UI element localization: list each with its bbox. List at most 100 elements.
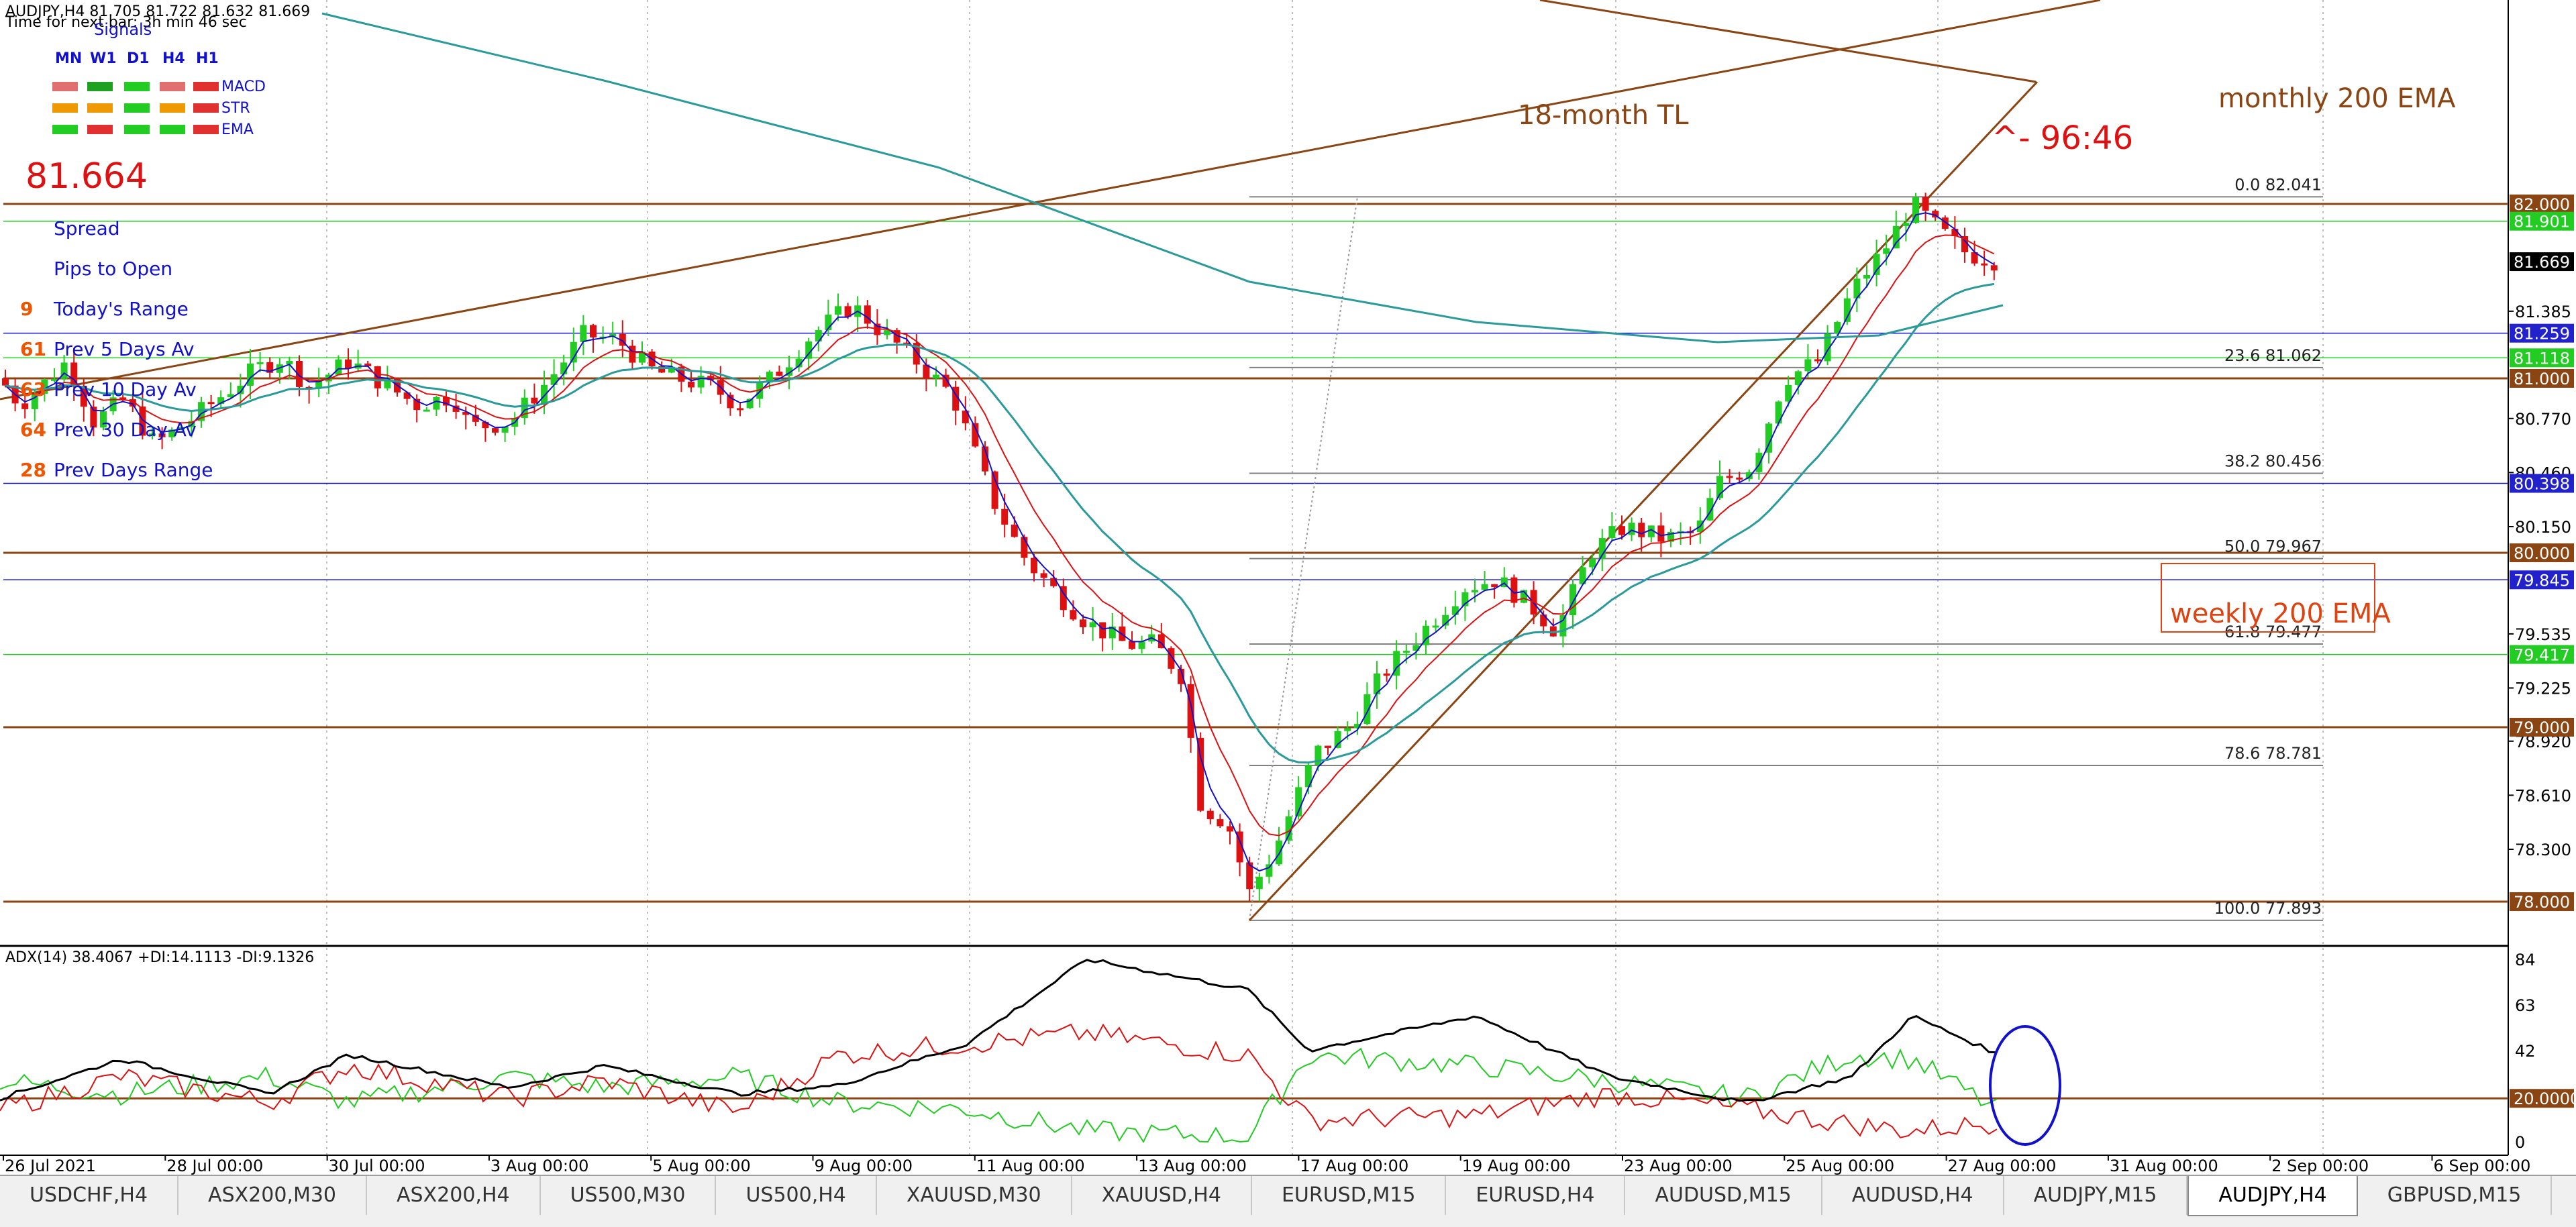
candle-body — [31, 393, 38, 409]
candle-body — [1510, 577, 1518, 603]
price-marker — [2510, 348, 2574, 368]
candle-body — [1089, 622, 1096, 627]
candle-body — [982, 446, 988, 472]
candle-body — [1863, 274, 1870, 279]
candle-body — [1060, 586, 1067, 610]
grid — [0, 0, 2509, 1156]
symbol-tab[interactable]: GBPUSD,M15 — [2358, 1176, 2553, 1215]
candle-body — [991, 471, 998, 509]
time-tick-label: 25 Aug 00:00 — [1786, 1157, 1894, 1175]
symbol-tab[interactable]: AUDJPY,M15 — [2004, 1176, 2188, 1215]
candle-body — [580, 325, 587, 342]
ema-fast-line — [5, 212, 1995, 872]
candle-body — [1412, 645, 1420, 651]
candle-body — [217, 397, 225, 405]
symbol-tab[interactable]: AUDJPY,H4 — [2187, 1176, 2358, 1216]
candle-body — [1824, 333, 1831, 362]
price-marker-label: 79.000 — [2514, 718, 2570, 737]
candle-body — [1559, 615, 1567, 637]
signal-cell — [124, 125, 150, 134]
trendlines[interactable] — [0, 0, 2101, 922]
symbol-tab[interactable]: XAUUSD,H4 — [1072, 1176, 1252, 1215]
candle-body — [864, 305, 871, 324]
candle-body — [149, 433, 156, 436]
candle-body — [1442, 615, 1449, 626]
price-marker — [2510, 195, 2574, 213]
candle-body — [1236, 831, 1243, 863]
candle-body — [1040, 573, 1047, 578]
price-marker — [2510, 645, 2574, 664]
symbol-tab[interactable]: ASX200,M30 — [178, 1176, 368, 1215]
symbol-tab[interactable]: ASX200,H4 — [367, 1176, 541, 1215]
price-tick-label: 79.225 — [2515, 680, 2571, 698]
candle-body — [1628, 523, 1635, 535]
adx-tick-label: 84 — [2515, 951, 2536, 969]
stat-label: Prev 10 Day Av — [54, 378, 197, 401]
trendline-18-month[interactable] — [0, 0, 2101, 401]
price-marker — [2510, 252, 2574, 272]
candle-body — [51, 378, 58, 381]
symbol-tab[interactable]: XAUUSD,M30 — [877, 1176, 1072, 1215]
candle-body — [1187, 684, 1194, 738]
symbol-tab[interactable]: US500,H4 — [716, 1176, 877, 1215]
price-chart[interactable]: 0.0 82.041 23.6 81.062 38.2 80.456 50.0 79.… — [0, 0, 2576, 1175]
candle-body — [697, 376, 705, 388]
weekly-ema-box[interactable] — [2161, 563, 2375, 633]
stat-label: Today's Range — [53, 298, 189, 320]
stat-label: Spread — [54, 217, 120, 239]
candle-body — [1472, 590, 1478, 592]
signal-cell — [52, 125, 78, 134]
candle-body — [139, 406, 146, 436]
candle-body — [1990, 265, 1998, 271]
symbol-tab[interactable]: GBPUSD,H4 — [2552, 1176, 2576, 1215]
fibonacci-retracement[interactable]: 0.0 82.041 23.6 81.062 38.2 80.456 50.0 79.… — [1249, 175, 2323, 921]
price-tick-label: 78.610 — [2515, 786, 2571, 805]
symbol-tab[interactable]: AUDUSD,M15 — [1625, 1176, 1822, 1215]
candle-body — [119, 397, 127, 400]
signal-timeframe-label: MN — [55, 50, 82, 67]
candle-body — [1638, 523, 1645, 537]
candle-body — [639, 352, 646, 363]
fib-level-label: 38.2 80.456 — [2224, 451, 2322, 470]
candle-body — [1618, 526, 1625, 535]
signal-cell — [124, 103, 150, 113]
fib-level-label: 100.0 77.893 — [2214, 899, 2322, 918]
trendline-resistance[interactable] — [1539, 0, 2037, 83]
candle-body — [100, 411, 107, 428]
signal-timeframe-label: D1 — [127, 50, 150, 67]
candle-body — [237, 386, 244, 394]
candle-body — [1080, 619, 1086, 627]
candlesticks — [2, 193, 1998, 902]
price-marker — [2510, 474, 2574, 493]
adx-label: ADX(14) 38.4067 +DI:14.1113 -DI:9.1326 — [5, 949, 314, 966]
candle-body — [501, 427, 509, 433]
candle-body — [1031, 557, 1037, 574]
price-tick-label: 78.300 — [2515, 841, 2571, 859]
candle-body — [1922, 197, 1929, 211]
candle-body — [1099, 622, 1106, 639]
candle-body — [560, 362, 568, 375]
fib-level-label: 78.6 78.781 — [2224, 744, 2322, 763]
candle-body — [41, 379, 48, 394]
candle-body — [1129, 641, 1135, 649]
candle-body — [1873, 254, 1880, 275]
symbol-tab[interactable]: EURUSD,H4 — [1446, 1176, 1626, 1215]
adx-indicator: 84 63 42 0 20.0000 — [0, 951, 2576, 1152]
adx-line — [0, 959, 1998, 1102]
price-tick-label: 81.385 — [2515, 303, 2571, 321]
symbol-tab[interactable]: AUDUSD,H4 — [1822, 1176, 2004, 1215]
weekly-ema-label: weekly 200 EMA — [2170, 598, 2391, 629]
symbol-tab[interactable]: EURUSD,M15 — [1252, 1176, 1447, 1215]
signal-cell — [87, 103, 113, 113]
ema-slow-line — [5, 282, 1995, 764]
candle-body — [1304, 765, 1312, 788]
bar-timer: Time for next bar: 3h min 46 sec — [5, 14, 247, 31]
symbol-tab[interactable]: USDCHF,H4 — [0, 1176, 179, 1215]
candle-body — [1109, 626, 1116, 639]
adx-tick-label: 42 — [2515, 1042, 2536, 1061]
candle-body — [1804, 359, 1812, 372]
symbol-tab[interactable]: US500,M30 — [541, 1176, 717, 1215]
fib-level-label: 23.6 81.062 — [2224, 346, 2322, 365]
candle-body — [737, 408, 743, 411]
candle-body — [158, 433, 166, 437]
